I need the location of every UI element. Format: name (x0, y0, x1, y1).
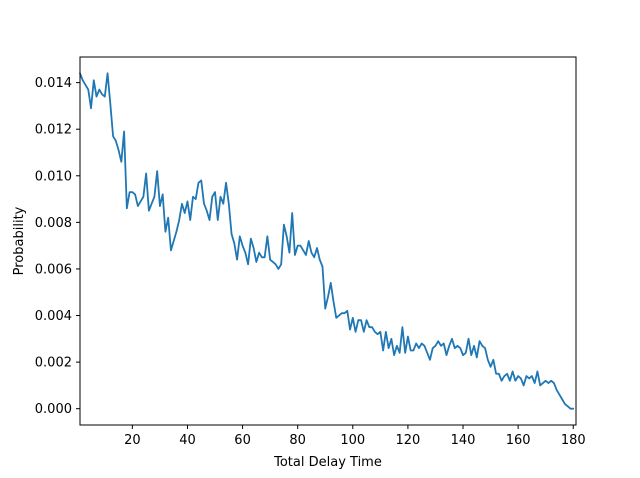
series-line (79, 72, 575, 410)
x-tick-label: 20 (124, 433, 141, 448)
x-tick-label: 140 (451, 433, 476, 448)
x-tick-label: 40 (179, 433, 196, 448)
y-axis-ticks: 0.000 0.002 0.004 0.006 0.008 0.010 0.012 0.014 (35, 76, 80, 417)
x-tick-label: 60 (234, 433, 251, 448)
x-axis-ticks: 20 40 60 80 100 120 140 160 180 (124, 425, 586, 448)
x-axis-label: Total Delay Time (273, 455, 382, 470)
y-tick-label: 0.002 (35, 356, 72, 371)
x-tick-label: 80 (289, 433, 306, 448)
x-tick-label: 100 (340, 433, 365, 448)
plot-area (79, 72, 575, 410)
x-tick-label: 120 (395, 433, 420, 448)
y-tick-label: 0.014 (35, 76, 72, 91)
x-tick-label: 160 (506, 433, 531, 448)
y-tick-label: 0.010 (35, 169, 72, 184)
y-axis-label: Probability (12, 206, 27, 275)
y-tick-label: 0.004 (35, 309, 72, 324)
y-tick-label: 0.000 (35, 402, 72, 417)
y-tick-label: 0.006 (35, 262, 72, 277)
y-tick-label: 0.008 (35, 216, 72, 231)
y-tick-label: 0.012 (35, 123, 72, 138)
axes-frame (79, 56, 577, 426)
x-tick-label: 180 (561, 433, 586, 448)
